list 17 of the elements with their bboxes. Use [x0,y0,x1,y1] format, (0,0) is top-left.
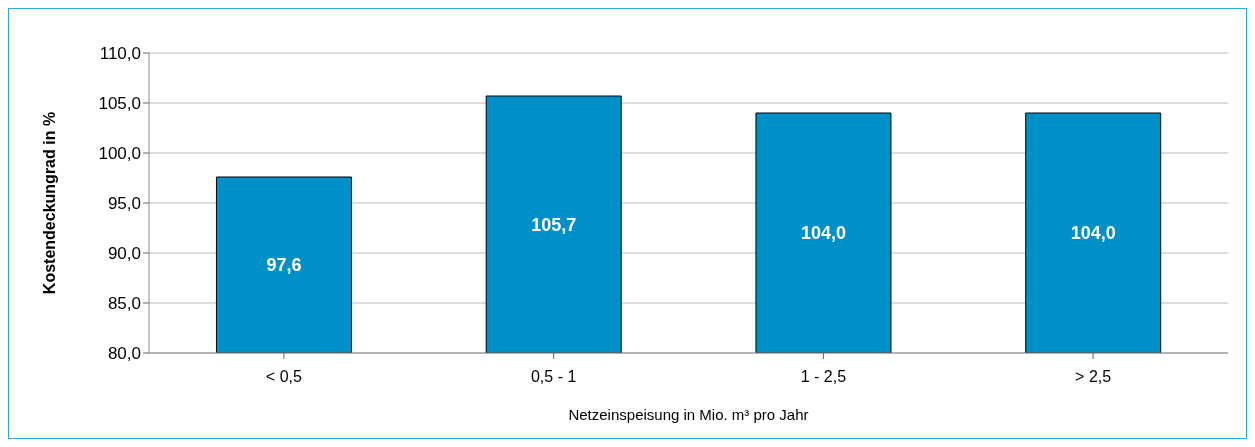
x-axis-title: Netzeinspeisung in Mio. m³ pro Jahr [568,406,809,423]
data-label: 104,0 [1070,223,1116,244]
y-axis-title: Kostendeckungrad in % [40,111,58,295]
y-tick-label: 80,0 [107,344,141,364]
x-tick-label: < 0,5 [265,368,302,386]
y-tick-label: 95,0 [107,194,141,214]
y-tick-label: 90,0 [107,244,141,264]
x-tick-label: 1 - 2,5 [800,368,847,386]
data-label: 104,0 [800,223,846,244]
x-tick-label: 0,5 - 1 [530,368,577,386]
y-tick-label: 105,0 [98,94,141,114]
data-label: 105,7 [531,214,577,235]
x-tick-label: > 2,5 [1075,368,1112,386]
data-label: 97,6 [266,255,302,276]
y-tick-label: 110,0 [99,44,141,64]
y-tick-label: 85,0 [107,294,141,314]
y-tick-label: 100,0 [98,144,141,164]
